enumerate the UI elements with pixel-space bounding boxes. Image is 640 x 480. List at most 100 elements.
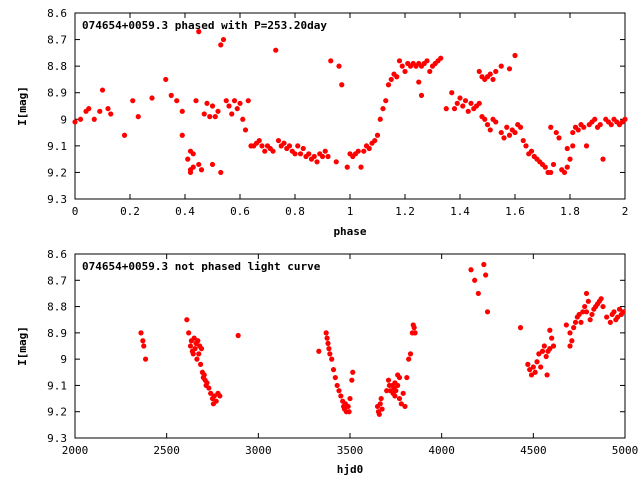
x-tick-label: 1.4 xyxy=(450,205,470,218)
data-point xyxy=(328,58,334,64)
data-point xyxy=(235,332,241,339)
data-point xyxy=(385,82,392,88)
data-point xyxy=(569,338,575,344)
x-tick-label: 3000 xyxy=(245,444,272,457)
data-point xyxy=(553,129,559,136)
data-point xyxy=(380,106,386,112)
data-point xyxy=(484,309,491,315)
data-point xyxy=(528,372,535,378)
data-point xyxy=(326,346,332,352)
data-point xyxy=(582,303,588,310)
data-point xyxy=(168,92,174,98)
data-point xyxy=(532,369,538,375)
data-point xyxy=(198,346,205,352)
data-point xyxy=(561,169,568,176)
data-point xyxy=(402,68,408,75)
data-point xyxy=(201,372,207,378)
data-point xyxy=(196,161,202,168)
data-point xyxy=(517,325,524,331)
x-tick-label: 4000 xyxy=(428,444,455,457)
data-point xyxy=(240,116,246,122)
data-point xyxy=(286,143,293,149)
y-tick-label: 8.7 xyxy=(47,34,67,47)
data-point xyxy=(314,159,320,165)
data-point xyxy=(355,148,361,154)
data-point xyxy=(72,119,78,125)
data-point xyxy=(77,116,84,122)
data-point xyxy=(332,374,338,381)
data-point xyxy=(361,148,367,154)
x-tick-label: 2000 xyxy=(62,444,89,457)
data-point xyxy=(193,98,199,104)
data-point xyxy=(262,148,268,154)
data-point xyxy=(322,148,328,154)
data-point xyxy=(476,100,482,106)
data-point xyxy=(190,164,196,170)
data-point xyxy=(91,116,97,122)
data-point xyxy=(604,314,610,320)
data-point xyxy=(404,374,410,381)
data-point xyxy=(344,164,350,170)
data-point xyxy=(394,74,400,80)
data-point xyxy=(498,129,504,136)
data-point xyxy=(597,122,603,128)
data-point xyxy=(190,351,196,357)
data-point xyxy=(616,306,623,312)
data-point xyxy=(329,356,335,362)
x-tick-label: 1.8 xyxy=(560,205,580,218)
data-point xyxy=(547,346,553,352)
data-point xyxy=(256,137,262,144)
chart-title-phased: 074654+0059.3 phased with P=253.20day xyxy=(82,19,327,32)
data-point xyxy=(620,309,626,315)
y-tick-label: 9.1 xyxy=(47,140,67,153)
data-point xyxy=(523,143,529,149)
x-tick-label: 0.6 xyxy=(230,205,250,218)
data-point xyxy=(418,92,425,98)
data-point xyxy=(578,319,584,325)
data-point xyxy=(570,143,576,149)
data-point xyxy=(383,98,389,104)
data-point xyxy=(398,401,404,407)
data-point xyxy=(587,317,593,323)
data-point xyxy=(506,132,513,138)
y-tick-label: 9.1 xyxy=(47,379,67,392)
data-point xyxy=(384,388,390,394)
data-point xyxy=(192,346,198,352)
data-point xyxy=(187,343,194,349)
data-point xyxy=(323,330,329,336)
data-point xyxy=(402,403,408,410)
data-point xyxy=(187,169,194,176)
data-point xyxy=(468,267,474,273)
data-point xyxy=(372,137,378,144)
data-point xyxy=(339,82,345,88)
y-tick-label: 9.3 xyxy=(47,432,67,445)
data-point xyxy=(242,127,249,133)
data-point xyxy=(197,361,204,367)
y-axis-label-phased: I[mag] xyxy=(16,86,29,126)
data-point xyxy=(512,129,518,136)
data-point xyxy=(564,164,570,170)
x-axis-label-unphased: hjd0 xyxy=(337,463,364,476)
data-point xyxy=(493,68,499,75)
y-tick-label: 8.8 xyxy=(47,301,67,314)
data-point xyxy=(377,401,383,407)
data-point xyxy=(411,325,417,331)
data-point xyxy=(583,143,590,149)
data-point xyxy=(163,76,169,83)
data-point xyxy=(622,116,628,122)
data-point xyxy=(184,317,190,323)
data-point xyxy=(196,29,202,35)
data-point xyxy=(281,140,287,146)
data-point xyxy=(393,388,399,394)
data-point xyxy=(564,145,570,152)
x-tick-label: 1.2 xyxy=(395,205,415,218)
data-point xyxy=(149,95,155,101)
data-point xyxy=(424,58,430,64)
data-point xyxy=(324,335,330,341)
data-point xyxy=(201,111,207,117)
data-point xyxy=(396,395,403,402)
data-point xyxy=(336,388,342,394)
data-point xyxy=(542,164,548,170)
y-tick-label: 9.3 xyxy=(47,193,67,206)
